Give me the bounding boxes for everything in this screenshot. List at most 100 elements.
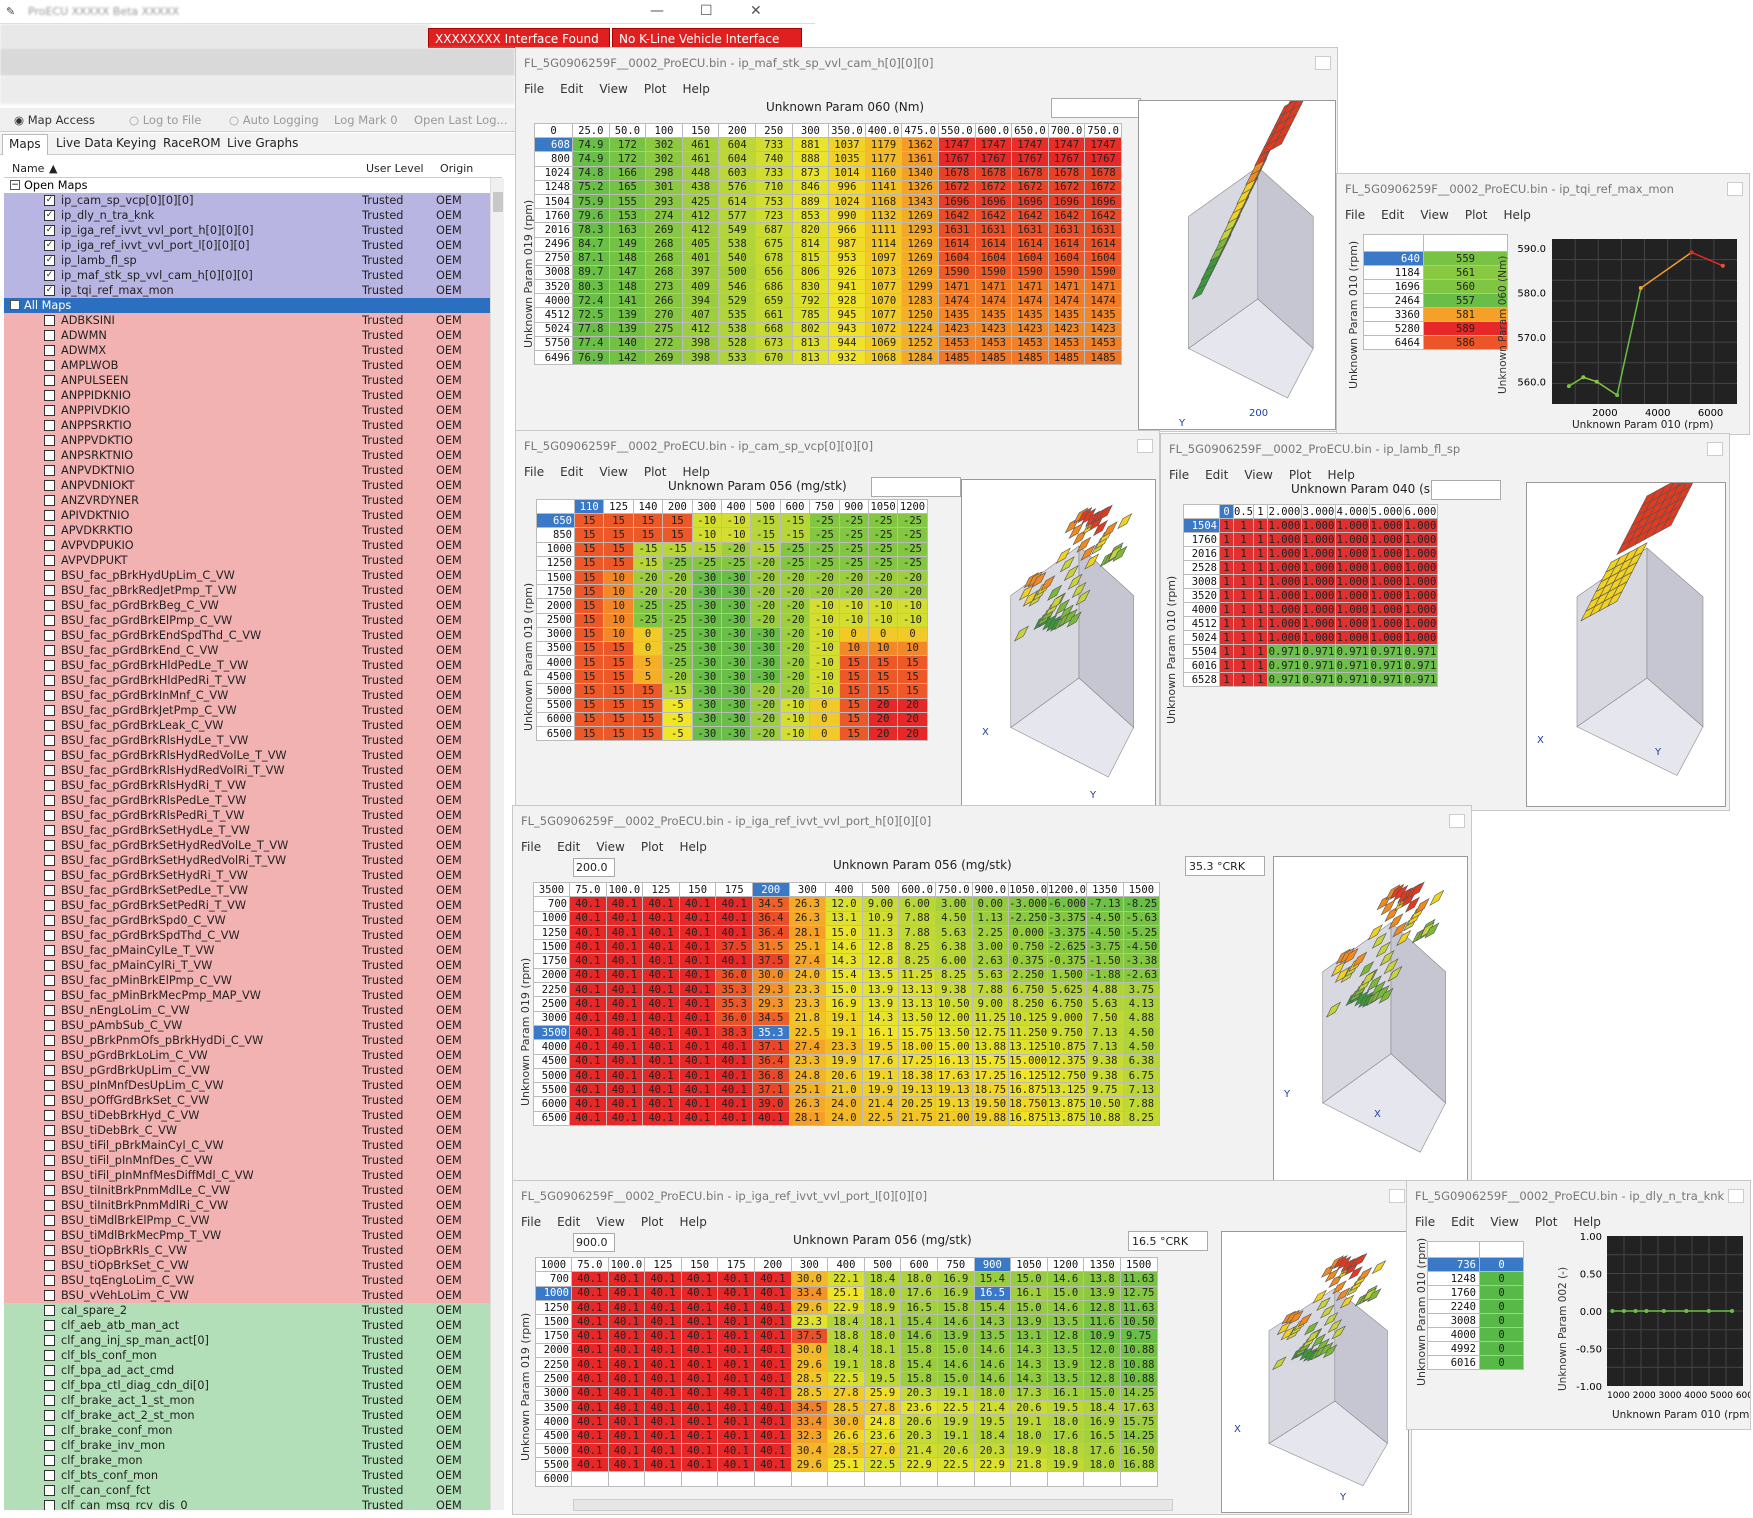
table-cell[interactable]: 40.1: [569, 996, 607, 1012]
table-cell[interactable]: 9.38: [1086, 1053, 1124, 1069]
table-cell[interactable]: 40.1: [753, 1271, 792, 1287]
table-cell[interactable]: 19.13: [934, 1082, 973, 1098]
table-cell[interactable]: 1.000: [1334, 602, 1370, 617]
table-cell[interactable]: 15: [573, 711, 605, 728]
table-cell[interactable]: 0.750: [1008, 939, 1049, 955]
row-header[interactable]: 3008: [534, 264, 573, 281]
table-cell[interactable]: -25: [662, 655, 693, 671]
table-cell[interactable]: 15: [662, 513, 693, 529]
table-cell[interactable]: 302: [645, 151, 683, 167]
table-cell[interactable]: 18.4: [973, 1428, 1012, 1444]
table-cell[interactable]: 272: [645, 335, 683, 352]
table-cell[interactable]: 448: [681, 165, 720, 181]
table-cell[interactable]: 15: [603, 555, 634, 571]
table-cell[interactable]: 10.88: [1119, 1357, 1158, 1373]
table-cell[interactable]: 40.1: [644, 1428, 682, 1444]
table-cell[interactable]: 12.8: [1083, 1357, 1121, 1373]
table-cell[interactable]: 944: [828, 335, 866, 352]
table-cell[interactable]: 19.5: [973, 1414, 1012, 1430]
list-item[interactable]: BSU_pBrkPnmOfs_pBrkHydDi_C_VW Trusted OEM: [4, 1033, 490, 1048]
table-cell[interactable]: 15: [838, 725, 869, 742]
column-header[interactable]: 100.0: [605, 881, 644, 898]
table-cell[interactable]: 25.9: [863, 1385, 902, 1401]
table-cell[interactable]: 36.0: [715, 1010, 753, 1026]
table-cell[interactable]: 9.00: [861, 896, 900, 912]
table-cell[interactable]: 15: [603, 725, 634, 742]
table-cell[interactable]: 40.1: [571, 1385, 609, 1401]
table-cell[interactable]: [717, 1471, 755, 1487]
table-cell[interactable]: 6.750: [1008, 982, 1049, 998]
table-cell[interactable]: 560: [1423, 279, 1508, 294]
table-cell[interactable]: 12.0: [825, 896, 863, 912]
table-cell[interactable]: 77.4: [572, 335, 610, 352]
menu-view[interactable]: View: [596, 840, 625, 854]
table-cell[interactable]: 10: [897, 640, 928, 657]
list-item[interactable]: BSU_fac_pGrdBrkRlsHydRi_T_VW Trusted OEM: [4, 778, 490, 793]
column-header[interactable]: 0.5: [1233, 504, 1254, 519]
table-cell[interactable]: 36.4: [751, 1053, 790, 1069]
table-cell[interactable]: 740: [754, 151, 793, 167]
table-cell[interactable]: 40.1: [569, 1010, 607, 1026]
table-cell[interactable]: 7.88: [898, 924, 936, 941]
table-cell[interactable]: 24.8: [863, 1414, 902, 1430]
table-cell[interactable]: -30: [691, 725, 722, 742]
table-cell[interactable]: 11.63: [1119, 1271, 1158, 1287]
table-cell[interactable]: 10.88: [1119, 1371, 1158, 1387]
map-checkbox[interactable]: [44, 465, 55, 476]
table-cell[interactable]: 18.0: [863, 1328, 902, 1344]
table-cell[interactable]: 888: [791, 151, 830, 167]
list-item[interactable]: ANPPVDKTIO Trusted OEM: [4, 433, 490, 448]
table-cell[interactable]: 40.1: [753, 1328, 792, 1344]
table-cell[interactable]: -10: [809, 612, 840, 628]
table-cell[interactable]: 140: [608, 335, 647, 352]
table-cell[interactable]: 546: [718, 279, 756, 295]
map-checkbox[interactable]: [44, 1470, 55, 1481]
table-cell[interactable]: 1604: [1084, 250, 1122, 266]
table-cell[interactable]: 1072: [864, 321, 903, 337]
table-cell[interactable]: 40.1: [607, 1357, 646, 1373]
map-access-button[interactable]: ◉ Map Access: [14, 113, 95, 127]
map-checkbox[interactable]: [44, 1215, 55, 1226]
table-cell[interactable]: 20.3: [900, 1385, 938, 1401]
table-cell[interactable]: [936, 1471, 975, 1487]
table-cell[interactable]: 1.500: [1047, 967, 1087, 984]
table-cell[interactable]: 412: [681, 208, 720, 224]
table-cell[interactable]: 29.3: [751, 982, 790, 998]
column-header[interactable]: 2.000: [1266, 504, 1302, 519]
row-header[interactable]: 640: [1363, 251, 1424, 266]
window-close-button[interactable]: [1137, 439, 1153, 453]
table-cell[interactable]: -3.375: [1047, 924, 1087, 941]
map-checkbox[interactable]: [44, 1245, 55, 1256]
menu-help[interactable]: Help: [1327, 468, 1355, 482]
table-cell[interactable]: 17.6: [1083, 1442, 1121, 1459]
table-cell[interactable]: 17.6: [900, 1285, 938, 1301]
row-header[interactable]: 4000: [1427, 1327, 1480, 1342]
table-cell[interactable]: -20: [897, 584, 928, 600]
column-name[interactable]: Name: [12, 162, 45, 175]
column-header[interactable]: 50.0: [608, 122, 647, 139]
list-item[interactable]: BSU_fac_pMinBrkMecPmp_MAP_VW Trusted OEM: [4, 988, 490, 1003]
table-cell[interactable]: 1.000: [1300, 560, 1336, 575]
table-cell[interactable]: 19.1: [825, 1024, 863, 1041]
table-cell[interactable]: 3.00: [971, 939, 1010, 955]
table-cell[interactable]: 1.000: [1334, 518, 1370, 533]
table-cell[interactable]: 15: [573, 683, 605, 699]
table-cell[interactable]: 0: [1479, 1355, 1524, 1370]
row-header[interactable]: 2496: [534, 236, 573, 252]
table-cell[interactable]: 0.971: [1368, 672, 1404, 687]
map-checkbox[interactable]: [44, 435, 55, 446]
list-item[interactable]: clf_brake_inv_mon Trusted OEM: [4, 1438, 490, 1453]
table-cell[interactable]: 1767: [1047, 151, 1086, 167]
table-cell[interactable]: 19.1: [1010, 1414, 1048, 1430]
table-cell[interactable]: 16.9: [825, 996, 863, 1012]
table-cell[interactable]: 89.7: [572, 264, 610, 281]
table-cell[interactable]: 1269: [901, 236, 939, 252]
table-cell[interactable]: 28.5: [790, 1371, 829, 1387]
column-header[interactable]: 75.0: [569, 881, 607, 898]
table-cell[interactable]: 7.13: [1086, 1039, 1124, 1055]
table-cell[interactable]: -20: [662, 569, 693, 586]
table-cell[interactable]: 40.1: [753, 1457, 792, 1473]
row-header[interactable]: 1750: [535, 1328, 572, 1344]
table-cell[interactable]: 72.4: [572, 293, 610, 309]
